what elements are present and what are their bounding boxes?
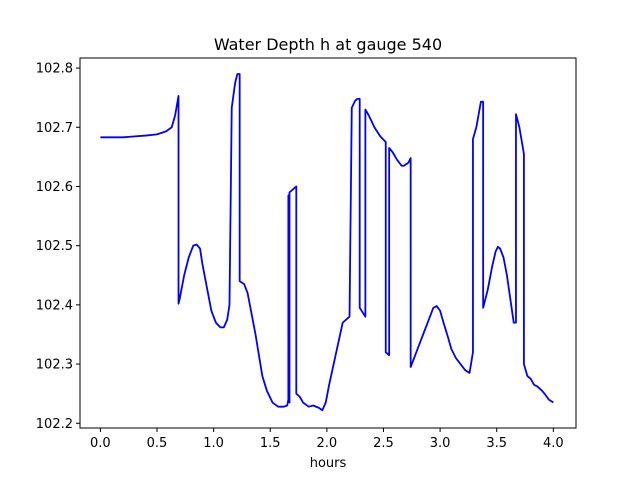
- plot-frame: [79, 57, 577, 429]
- x-tick-label: 4.0: [543, 436, 564, 451]
- x-tick-label: 0.0: [90, 436, 111, 451]
- x-tick-label: 2.5: [373, 436, 394, 451]
- y-tick-label: 102.8: [36, 62, 73, 77]
- y-tick-label: 102.4: [36, 298, 73, 313]
- x-tick-label: 2.0: [317, 436, 338, 451]
- y-tick-label: 102.2: [36, 417, 73, 432]
- x-tick-label: 3.0: [430, 436, 451, 451]
- x-axis-label: hours: [310, 456, 347, 471]
- x-tick-label: 1.5: [260, 436, 281, 451]
- y-axis: 102.2 102.3 102.4 102.5 102.6 102.7 102.8: [36, 62, 80, 432]
- y-tick-label: 102.6: [36, 180, 73, 195]
- x-tick-label: 0.5: [147, 436, 168, 451]
- y-tick-label: 102.3: [36, 358, 73, 373]
- series-line-0: [100, 73, 554, 412]
- x-axis: 0.0 0.5 1.0 1.5 2.0 2.5 3.0 3.5 4.0: [90, 428, 564, 451]
- chart-title: Water Depth h at gauge 540: [214, 35, 442, 54]
- series-layer: [100, 73, 554, 412]
- x-tick-label: 3.5: [486, 436, 507, 451]
- x-tick-label: 1.0: [203, 436, 224, 451]
- y-tick-label: 102.5: [36, 239, 73, 254]
- y-tick-label: 102.7: [36, 121, 73, 136]
